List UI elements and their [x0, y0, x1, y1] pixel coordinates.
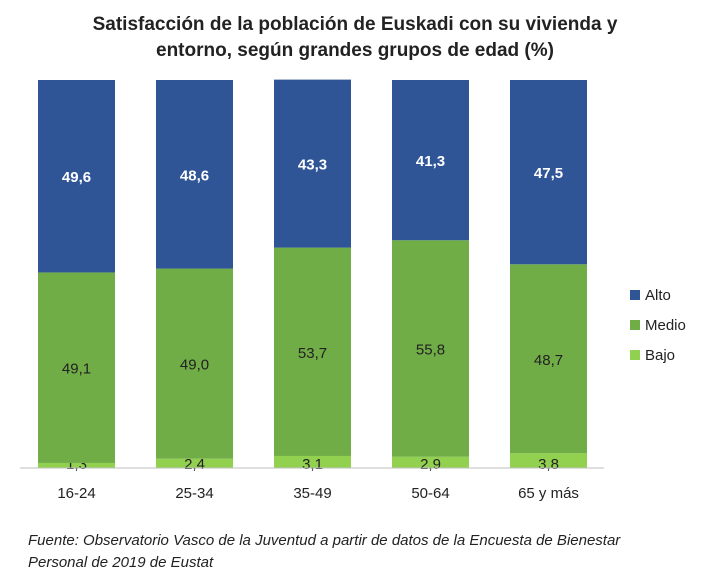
- x-tick-label: 16-24: [57, 485, 95, 502]
- data-label-alto: 41,3: [416, 153, 445, 170]
- data-label-alto: 49,6: [62, 169, 91, 186]
- legend-swatch-alto: [630, 290, 640, 300]
- chart-title-line-2: entorno, según grandes grupos de edad (%…: [156, 40, 554, 61]
- data-label-medio: 53,7: [298, 345, 327, 362]
- bar-medio-65 y más: [510, 264, 587, 454]
- legend-swatch-medio: [630, 320, 640, 330]
- x-tick-label: 65 y más: [518, 485, 579, 502]
- bar-bajo-50-64: [392, 456, 469, 468]
- bar-bajo-35-49: [274, 455, 351, 468]
- bar-medio-25-34: [156, 268, 233, 459]
- bar-alto-50-64: [392, 80, 469, 241]
- data-label-medio: 49,1: [62, 361, 91, 378]
- legend-label-bajo: Bajo: [645, 347, 675, 364]
- data-label-bajo: 2,9: [420, 456, 441, 473]
- bar-alto-25-34: [156, 80, 233, 269]
- data-label-medio: 48,7: [534, 352, 563, 369]
- bar-bajo-16-24: [38, 462, 115, 468]
- bar-medio-35-49: [274, 247, 351, 456]
- data-label-medio: 49,0: [180, 357, 209, 374]
- bar-medio-16-24: [38, 272, 115, 463]
- legend-label-medio: Medio: [645, 317, 686, 334]
- legend-label-alto: Alto: [645, 287, 671, 304]
- bar-alto-65 y más: [510, 80, 587, 265]
- data-label-medio: 55,8: [416, 341, 445, 358]
- x-tick-label: 50-64: [411, 485, 449, 502]
- data-label-alto: 47,5: [534, 165, 563, 182]
- bar-bajo-25-34: [156, 458, 233, 468]
- bar-alto-35-49: [274, 79, 351, 248]
- bar-bajo-65 y más: [510, 453, 587, 468]
- bar-alto-16-24: [38, 80, 115, 273]
- data-label-alto: 48,6: [180, 167, 209, 184]
- source-note: Fuente: Observatorio Vasco de la Juventu…: [28, 530, 698, 574]
- data-label-bajo: 3,1: [302, 456, 323, 473]
- x-tick-label: 25-34: [175, 485, 213, 502]
- data-label-bajo: 2,4: [184, 456, 205, 473]
- data-label-alto: 43,3: [298, 157, 327, 174]
- bar-medio-50-64: [392, 240, 469, 457]
- data-label-bajo: 3,8: [538, 456, 559, 473]
- legend-swatch-bajo: [630, 350, 640, 360]
- stacked-bar-chart: 1,349,149,616-242,449,048,625-343,153,74…: [20, 79, 686, 502]
- chart-title-line-1: Satisfacción de la población de Euskadi …: [92, 14, 618, 35]
- chart-title: Satisfacción de la población de Euskadi …: [0, 12, 705, 64]
- source-line-2: Personal de 2019 de Eustat: [28, 554, 214, 571]
- source-line-1: Fuente: Observatorio Vasco de la Juventu…: [28, 532, 621, 549]
- x-tick-label: 35-49: [293, 485, 331, 502]
